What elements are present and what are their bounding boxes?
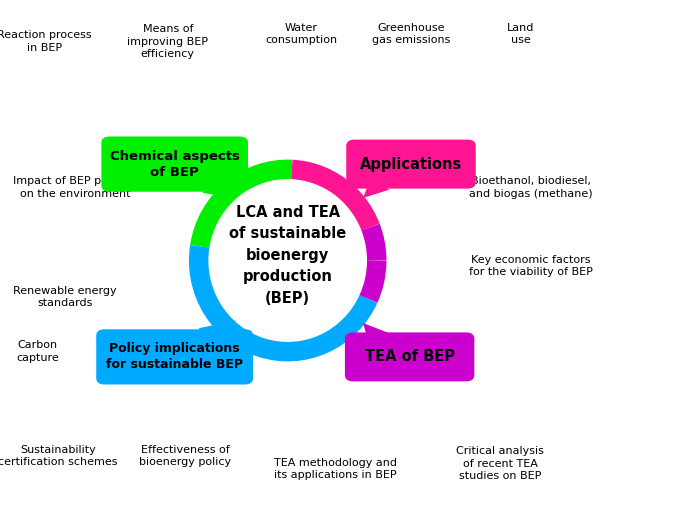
Text: Means of
improving BEP
efficiency: Means of improving BEP efficiency xyxy=(127,24,208,59)
Polygon shape xyxy=(199,320,236,344)
Text: Renewable energy
standards: Renewable energy standards xyxy=(13,286,117,308)
Ellipse shape xyxy=(204,175,371,346)
Text: Effectiveness of
bioenergy policy: Effectiveness of bioenergy policy xyxy=(139,445,231,467)
Text: TEA methodology and
its applications in BEP: TEA methodology and its applications in … xyxy=(274,458,397,480)
Text: Greenhouse
gas emissions: Greenhouse gas emissions xyxy=(372,23,450,45)
Text: Carbon
capture: Carbon capture xyxy=(16,341,59,363)
FancyBboxPatch shape xyxy=(96,329,253,384)
Text: Impact of BEP process
on the environment: Impact of BEP process on the environment xyxy=(14,177,137,199)
Text: Key economic factors
for the viability of BEP: Key economic factors for the viability o… xyxy=(469,255,593,277)
Text: Chemical aspects
of BEP: Chemical aspects of BEP xyxy=(110,150,240,179)
Text: Applications: Applications xyxy=(360,157,462,171)
Text: Land
use: Land use xyxy=(507,23,534,45)
Text: Bioethanol, biodiesel,
and biogas (methane): Bioethanol, biodiesel, and biogas (metha… xyxy=(469,177,593,199)
Text: Water
consumption: Water consumption xyxy=(265,23,338,45)
Polygon shape xyxy=(363,177,389,198)
Polygon shape xyxy=(202,177,236,198)
Text: Reaction process
in BEP: Reaction process in BEP xyxy=(0,31,92,53)
FancyBboxPatch shape xyxy=(101,137,248,192)
Text: Sustainability
certification schemes: Sustainability certification schemes xyxy=(0,445,118,467)
FancyBboxPatch shape xyxy=(346,140,475,189)
Polygon shape xyxy=(363,323,388,344)
Text: LCA and TEA
of sustainable
bioenergy
production
(BEP): LCA and TEA of sustainable bioenergy pro… xyxy=(229,205,347,306)
FancyBboxPatch shape xyxy=(345,332,474,381)
Text: TEA of BEP: TEA of BEP xyxy=(364,350,455,364)
Text: Policy implications
for sustainable BEP: Policy implications for sustainable BEP xyxy=(106,342,243,371)
Text: Critical analysis
of recent TEA
studies on BEP: Critical analysis of recent TEA studies … xyxy=(456,446,544,481)
